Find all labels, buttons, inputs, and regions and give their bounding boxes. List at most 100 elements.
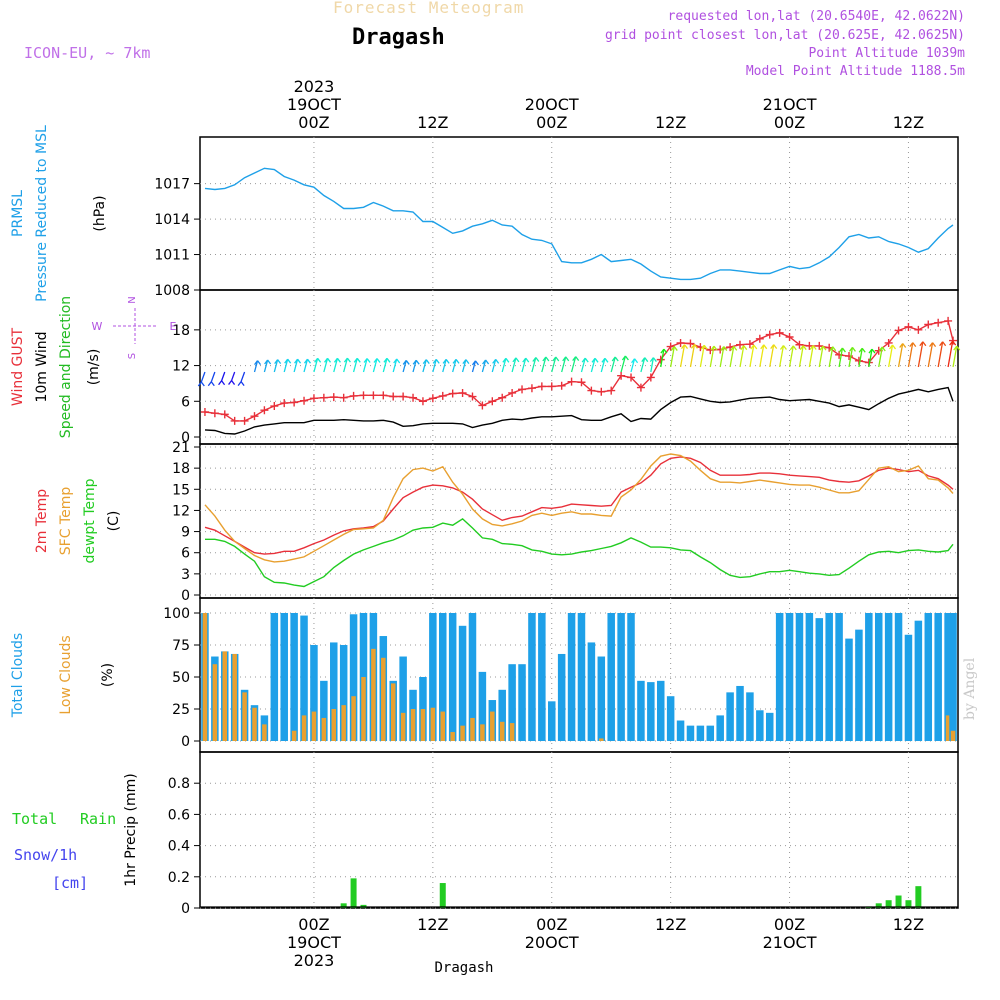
y-axis-label: 10m Wind (34, 331, 50, 402)
gust-marker (359, 391, 368, 400)
wind-arrow (868, 349, 873, 368)
wind-arrow (273, 359, 279, 373)
y-tick-label: 15 (172, 482, 190, 498)
gust-marker (894, 326, 903, 335)
wind-arrow (719, 346, 725, 368)
total-cloud-bar (726, 692, 734, 741)
low-cloud-bar (361, 677, 366, 741)
wind-arrow-head (750, 344, 758, 350)
wind-arrow-head (591, 357, 599, 363)
wind-arrow (561, 356, 567, 373)
y-tick-label: 6 (181, 546, 190, 562)
wind-arrow (630, 358, 636, 373)
wind-arrow (392, 358, 398, 373)
gust-marker (627, 373, 636, 382)
wind-arrow-head (740, 345, 748, 351)
gust-marker (904, 322, 913, 331)
gust-marker (379, 391, 388, 400)
gust-marker (200, 408, 209, 416)
wind-arrow-head (720, 346, 728, 351)
gust-marker (914, 325, 923, 334)
top-time-label: 12Z (893, 113, 924, 132)
total-cloud-bar (439, 613, 447, 741)
low-cloud-bar (950, 730, 956, 741)
wind-arrow-head (314, 357, 322, 363)
gust-marker (527, 384, 536, 393)
y-axis-unit: (hPa) (92, 195, 108, 231)
top-time-label: 2023 (294, 77, 335, 96)
wind-arrow-head (402, 360, 410, 365)
gust-marker (666, 342, 675, 351)
gust-marker (795, 340, 804, 349)
rain-bar (340, 903, 347, 908)
gust-marker (399, 392, 408, 401)
grid-point-label: grid point closest lon,lat (20.625E, 42.… (604, 28, 965, 43)
gust-marker (349, 391, 358, 400)
wind-arrow-head (690, 343, 698, 349)
y-axis-label: 1hr Precip (mm) (123, 773, 139, 886)
wind-arrow (739, 345, 745, 368)
wind-arrow-head (670, 346, 678, 351)
wind-arrow-head (522, 357, 530, 363)
wind-arrow (907, 342, 914, 368)
legend-rain-label: Rain (80, 810, 116, 828)
wind-arrow (937, 341, 944, 368)
y-tick-label: 3 (181, 567, 190, 583)
wind-arrow (382, 358, 388, 373)
wind-arrow-head (838, 347, 846, 353)
total-cloud-bar (736, 685, 744, 741)
wind-arrow (749, 344, 755, 368)
y-tick-label: 12 (172, 359, 190, 375)
wind-arrow (461, 359, 467, 373)
gust-marker (755, 334, 764, 343)
gust-marker (656, 355, 665, 364)
wind-arrow (402, 360, 407, 373)
wind-arrow-head (333, 357, 341, 363)
total-cloud-bar (617, 613, 625, 741)
gust-marker (597, 387, 606, 396)
gust-marker (280, 399, 289, 408)
total-cloud-bar (339, 645, 348, 741)
wind-arrow (610, 356, 616, 373)
y-tick-label: 12 (172, 503, 190, 519)
wind-arrow (293, 359, 299, 373)
y-axis-label: dewpt Temp (82, 478, 98, 563)
low-cloud-bar (430, 707, 436, 741)
total-cloud-bar (567, 613, 576, 741)
series-line-wind10m (204, 386, 954, 435)
wind-arrow-head (809, 345, 817, 350)
wind-arrow (352, 358, 358, 373)
low-cloud-bar (599, 738, 604, 741)
wind-arrow-head (197, 381, 205, 387)
wind-arrow (947, 341, 954, 368)
wind-arrow-head (829, 346, 837, 352)
wind-arrow (230, 371, 236, 381)
low-cloud-bar (202, 613, 208, 741)
low-cloud-bar (440, 711, 446, 741)
bottom-time-label: 21OCT (763, 933, 817, 952)
low-cloud-bar (945, 715, 951, 741)
y-tick-label: 0.8 (168, 776, 190, 792)
gust-marker (587, 386, 596, 395)
wind-arrow (210, 371, 216, 383)
low-cloud-bar (390, 683, 396, 741)
wind-arrow (779, 345, 785, 368)
legend-total-label: Total (12, 810, 57, 828)
total-cloud-bar (696, 725, 705, 741)
gust-marker (577, 378, 586, 387)
low-cloud-bar (222, 651, 228, 741)
wind-arrow (541, 356, 547, 373)
wind-arrow-head (611, 356, 619, 362)
y-axis-label: PRMSL (10, 190, 26, 237)
low-cloud-bar (232, 653, 237, 741)
wind-arrow-head (412, 359, 420, 365)
wind-arrow (481, 359, 487, 373)
low-cloud-bar (321, 717, 327, 741)
total-cloud-bar (914, 620, 923, 741)
y-axis-label: Speed and Direction (58, 296, 74, 438)
total-cloud-bar (607, 613, 615, 741)
wind-arrow (240, 371, 246, 382)
y-tick-label: 9 (181, 525, 190, 541)
wind-arrow (471, 360, 477, 373)
wind-arrow (323, 358, 329, 373)
